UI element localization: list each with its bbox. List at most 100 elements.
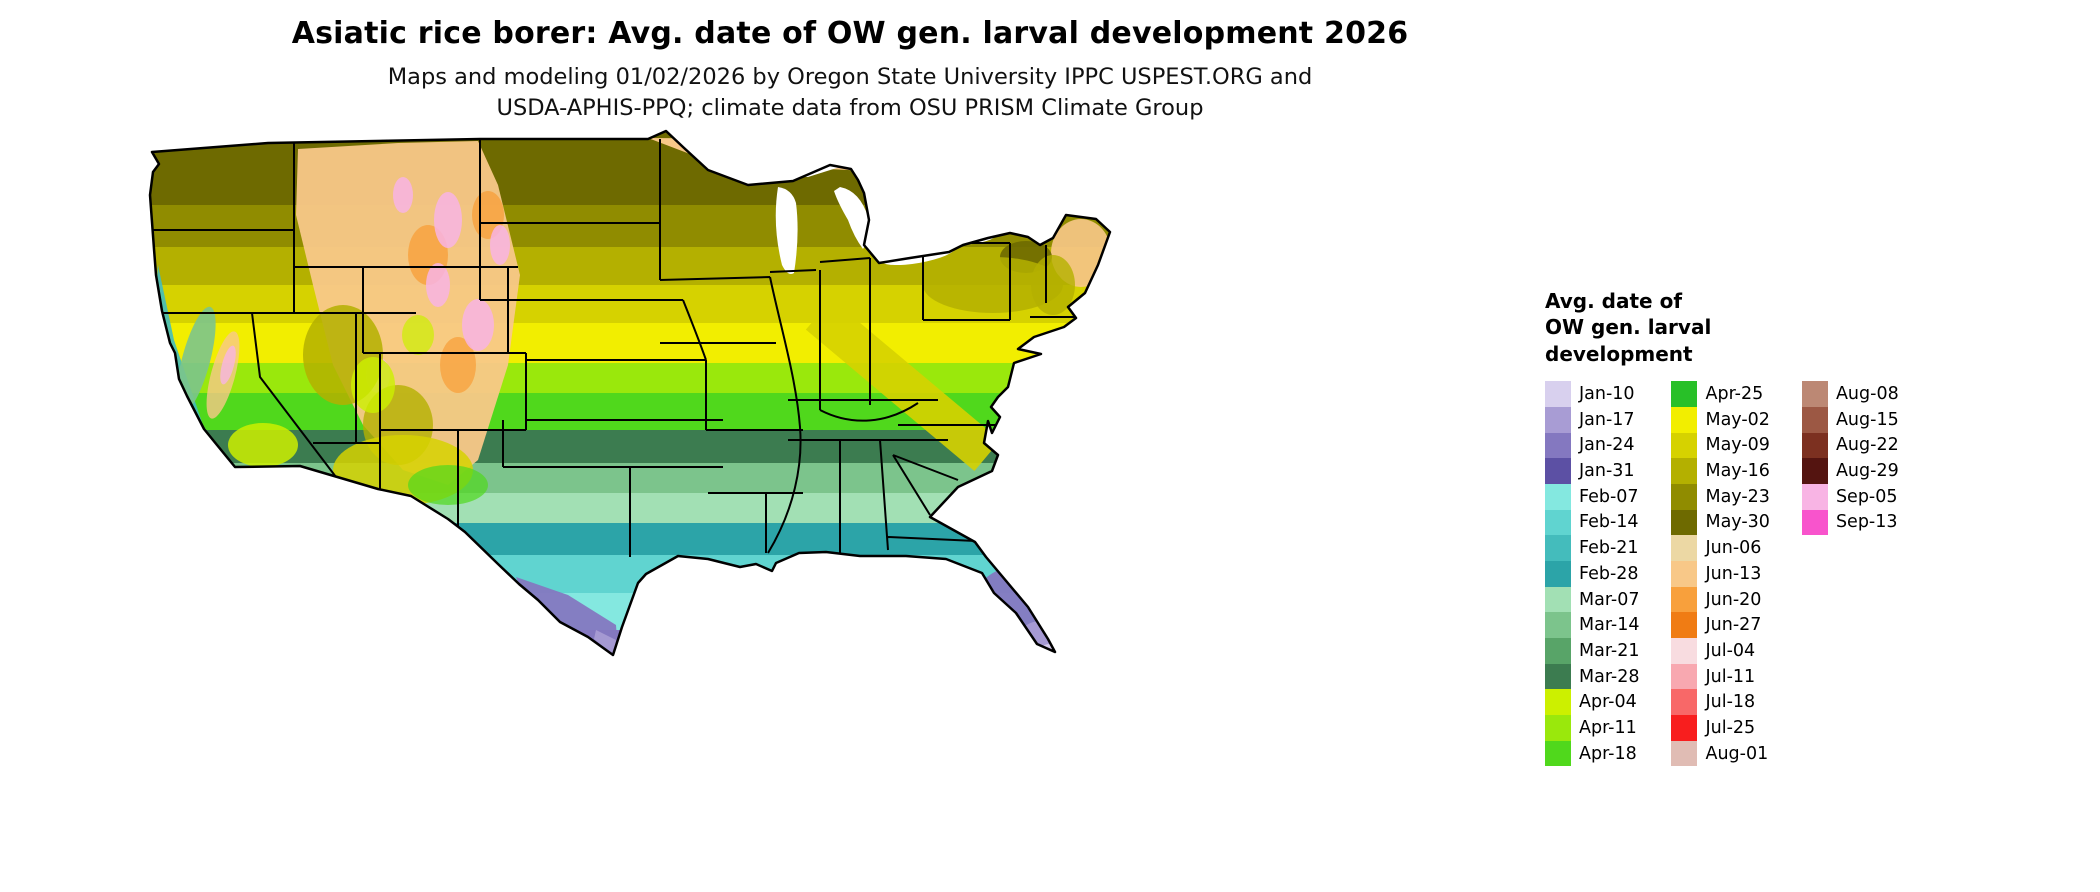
legend-swatch	[1671, 715, 1698, 741]
az-nm-green-patch	[408, 465, 488, 505]
legend-entry-feb-14: Feb-14	[1545, 509, 1639, 536]
us-outline	[148, 129, 1112, 657]
legend-swatch	[1801, 432, 1828, 459]
legend-entry-jun-13: Jun-13	[1671, 560, 1769, 587]
appalachian-ridge	[805, 298, 1001, 472]
legend-title-line-3: development	[1545, 341, 1693, 366]
legend-label: May-02	[1705, 409, 1770, 430]
legend-entry-aug-15: Aug-15	[1801, 406, 1899, 433]
south-texas-lavender-tip	[594, 630, 616, 655]
legend-column-2: Apr-25 May-02 May-09 May-16 May-23 May-30 Jun-…	[1671, 381, 1770, 767]
legend-swatch	[1671, 458, 1698, 484]
legend-label: Jun-20	[1705, 589, 1762, 610]
legend-entry-mar-21: Mar-21	[1545, 638, 1639, 664]
legend-swatch	[1801, 509, 1828, 536]
legend-label: Mar-07	[1579, 589, 1640, 610]
legend-label: May-16	[1705, 461, 1770, 482]
legend-swatch	[1545, 406, 1571, 433]
legend-label: Sep-13	[1835, 512, 1898, 533]
rockies-pink-patch	[490, 225, 510, 265]
legend-swatch	[1671, 381, 1698, 407]
legend-label: Aug-15	[1835, 409, 1899, 430]
legend-label: Jan-24	[1579, 435, 1635, 456]
legend-entry-jun-06: Jun-06	[1671, 535, 1769, 561]
legend-entry-apr-11: Apr-11	[1545, 715, 1639, 741]
legend-label: Apr-11	[1579, 717, 1637, 738]
legend-entry-jun-20: Jun-20	[1671, 586, 1769, 613]
legend-entry-mar-07: Mar-07	[1545, 586, 1640, 613]
legend-swatch	[1801, 483, 1828, 510]
us-choropleth-map	[148, 125, 1518, 685]
legend-label: Jul-18	[1705, 692, 1756, 713]
legend-label: Mar-28	[1579, 666, 1640, 687]
legend-swatch	[1545, 458, 1571, 484]
central-florida-purple	[974, 567, 1058, 639]
legend-label: Feb-28	[1579, 563, 1639, 584]
legend-entry-jul-18: Jul-18	[1671, 689, 1769, 716]
legend-label: Aug-22	[1835, 435, 1899, 456]
legend-label: Jun-06	[1705, 538, 1762, 559]
legend-entry-may-16: May-16	[1671, 458, 1770, 484]
central-valley-green	[176, 306, 216, 414]
lake-michigan	[775, 187, 798, 274]
legend-label: May-30	[1705, 512, 1770, 533]
legend-swatch	[1545, 740, 1571, 767]
map-legend: Avg. date of OW gen. larval development …	[1545, 288, 1899, 767]
legend-entry-may-23: May-23	[1671, 483, 1770, 510]
new-england-olive-patch	[1031, 255, 1075, 315]
ny-pa-olive-patch	[923, 257, 1063, 313]
legend-entry-feb-21: Feb-21	[1545, 535, 1639, 561]
legend-swatch	[1671, 406, 1698, 433]
basin-chartreuse-patch	[351, 357, 395, 413]
legend-entry-aug-22: Aug-22	[1801, 432, 1899, 459]
legend-swatch	[1671, 560, 1698, 587]
legend-swatch	[1671, 612, 1698, 639]
legend-swatch	[1545, 483, 1571, 510]
legend-swatch	[1801, 381, 1828, 407]
page-subtitle: Maps and modeling 01/02/2026 by Oregon S…	[0, 62, 1700, 124]
legend-entry-may-09: May-09	[1671, 432, 1770, 459]
legend-title-line-1: Avg. date of	[1545, 289, 1683, 313]
legend-entry-mar-28: Mar-28	[1545, 663, 1640, 690]
legend-entry-jul-25: Jul-25	[1671, 715, 1769, 741]
legend-entry-feb-28: Feb-28	[1545, 560, 1639, 587]
legend-entry-jan-24: Jan-24	[1545, 432, 1639, 459]
legend-swatch	[1671, 689, 1698, 716]
legend-entry-feb-07: Feb-07	[1545, 483, 1639, 510]
band-feb28	[150, 523, 1110, 555]
legend-swatch	[1545, 509, 1571, 536]
legend-swatch	[1545, 638, 1571, 664]
rockies-orange-patch	[440, 337, 476, 393]
legend-entry-jul-11: Jul-11	[1671, 663, 1769, 690]
band-feb07	[150, 593, 1110, 630]
legend-swatch	[1671, 535, 1698, 561]
legend-entry-sep-05: Sep-05	[1801, 483, 1899, 510]
legend-entry-aug-01: Aug-01	[1671, 740, 1769, 767]
legend-label: Jul-04	[1705, 640, 1756, 661]
legend-label: Jan-10	[1579, 384, 1635, 405]
legend-swatch	[1545, 560, 1571, 587]
legend-title-line-2: OW gen. larval	[1545, 315, 1712, 340]
legend-entry-sep-13: Sep-13	[1801, 509, 1899, 536]
legend-label: Mar-14	[1579, 615, 1640, 636]
us-map-svg	[148, 129, 1112, 657]
legend-label: Aug-29	[1835, 461, 1899, 482]
legend-entry-apr-18: Apr-18	[1545, 740, 1639, 767]
legend-entry-jun-27: Jun-27	[1671, 612, 1769, 639]
legend-entry-aug-08: Aug-08	[1801, 381, 1899, 407]
legend-label: Jun-27	[1705, 615, 1762, 636]
legend-label: Jan-31	[1579, 461, 1635, 482]
rockies-pink-patch	[434, 192, 462, 248]
subtitle-line-1: Maps and modeling 01/02/2026 by Oregon S…	[387, 64, 1313, 90]
legend-swatch	[1671, 638, 1698, 664]
map-fill-layers	[150, 131, 1110, 655]
legend-swatch	[1545, 586, 1571, 613]
legend-label: Apr-18	[1579, 743, 1637, 764]
legend-column-3: Aug-08 Aug-15 Aug-22 Aug-29 Sep-05 Sep-13	[1801, 381, 1899, 536]
legend-label: Feb-14	[1579, 512, 1639, 533]
legend-swatch	[1671, 586, 1698, 613]
legend-swatch	[1545, 381, 1571, 407]
rockies-pink-patch	[393, 177, 413, 213]
legend-label: Jun-13	[1705, 563, 1762, 584]
legend-label: May-09	[1705, 435, 1770, 456]
